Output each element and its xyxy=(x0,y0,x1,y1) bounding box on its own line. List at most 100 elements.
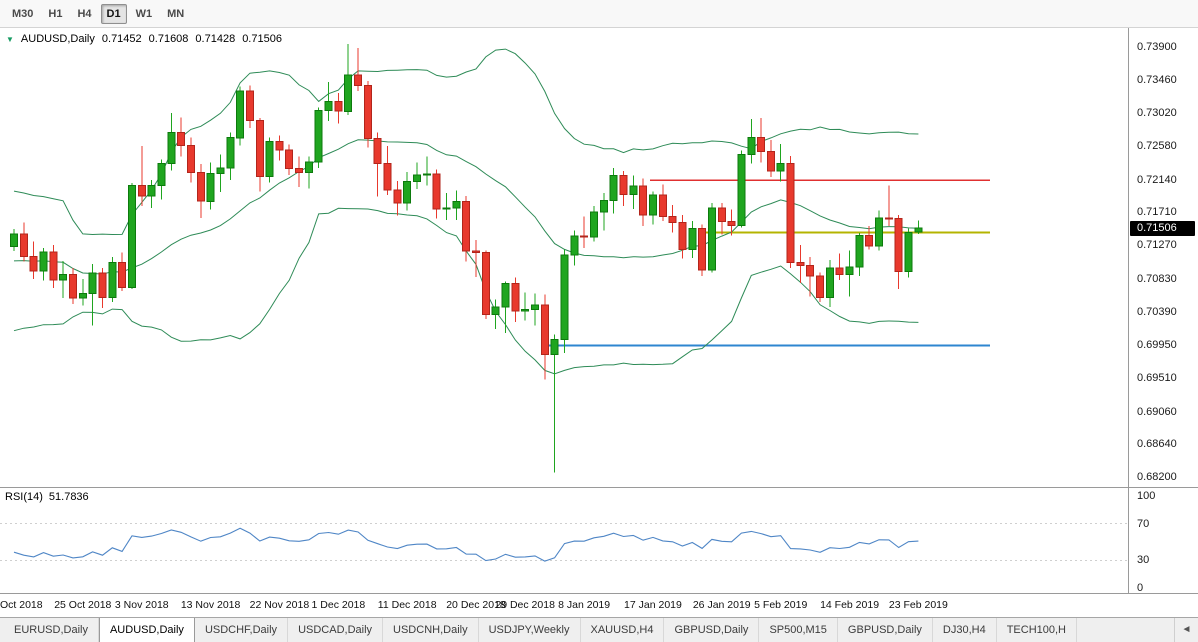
bearish-candle xyxy=(766,150,775,172)
bearish-candle xyxy=(786,162,795,263)
bullish-candle xyxy=(609,175,618,201)
bearish-candle xyxy=(137,184,146,197)
bearish-candle xyxy=(727,221,736,226)
bullish-candle xyxy=(10,233,18,248)
timeframe-button-h4[interactable]: H4 xyxy=(77,7,92,20)
chart-tab-usdchf-daily[interactable]: USDCHF,Daily xyxy=(195,618,289,642)
bearish-candle xyxy=(186,144,195,174)
timeframe-button-m30[interactable]: M30 xyxy=(12,7,34,20)
rsi-panel[interactable]: RSI(14) 51.7836 xyxy=(0,487,1128,593)
date-axis-label: 29 Dec 2018 xyxy=(495,599,555,611)
price-axis-label: 0.69060 xyxy=(1137,406,1177,419)
bullish-candle xyxy=(304,161,313,173)
chart-tab-audusd-daily[interactable]: AUDUSD,Daily xyxy=(98,618,195,642)
bullish-candle xyxy=(649,194,657,216)
bearish-candle xyxy=(884,217,893,220)
bullish-candle xyxy=(344,74,353,112)
bearish-candle xyxy=(118,262,127,288)
bullish-candle xyxy=(324,100,333,112)
chart-title: ▼ AUDUSD,Daily 0.71452 0.71608 0.71428 0… xyxy=(6,33,282,45)
bullish-candle xyxy=(128,184,136,288)
bearish-candle xyxy=(177,131,186,146)
chart-symbol-period: AUDUSD,Daily xyxy=(20,33,95,45)
timeframe-group: M30 H1 H4 D1 W1 MN xyxy=(6,3,190,24)
bearish-candle xyxy=(432,173,441,210)
bullish-candle xyxy=(737,153,746,226)
bullish-candle xyxy=(491,306,500,316)
chart-tab-dj30-h4[interactable]: DJ30,H4 xyxy=(933,618,997,642)
bearish-candle xyxy=(894,218,903,273)
date-axis-label: 25 Oct 2018 xyxy=(54,599,112,611)
chart-tab-sp500-m15[interactable]: SP500,M15 xyxy=(759,618,838,642)
price-axis-label: 0.70830 xyxy=(1137,272,1177,285)
bearish-candle xyxy=(511,283,520,312)
chart-tab-tech100-h[interactable]: TECH100,H xyxy=(997,618,1077,642)
bullish-candle xyxy=(403,181,412,204)
bullish-candle xyxy=(216,167,225,174)
date-axis-label: 22 Nov 2018 xyxy=(249,599,310,611)
rsi-current-value: 51.7836 xyxy=(48,491,89,503)
chart-tab-usdjpy-weekly[interactable]: USDJPY,Weekly xyxy=(479,618,581,642)
date-axis-label: 14 Feb 2019 xyxy=(820,599,880,611)
bullish-candle xyxy=(501,283,510,308)
price-axis-label: 0.70390 xyxy=(1137,305,1177,318)
bearish-candle xyxy=(363,85,372,139)
bullish-candle xyxy=(167,131,176,164)
price-axis-label: 0.73020 xyxy=(1137,107,1177,120)
timeframe-button-d1[interactable]: D1 xyxy=(100,3,127,24)
bollinger-middle-band xyxy=(13,139,919,275)
bearish-candle xyxy=(19,233,28,258)
bearish-candle xyxy=(668,215,677,223)
price-axis-label: 0.69510 xyxy=(1137,372,1177,385)
chart-tab-usdcad-daily[interactable]: USDCAD,Daily xyxy=(288,618,384,642)
timeframe-button-w1[interactable]: W1 xyxy=(135,7,153,20)
bearish-candle xyxy=(472,250,480,254)
bearish-candle xyxy=(757,137,766,152)
bullish-candle xyxy=(531,304,539,310)
bullish-candle xyxy=(629,185,638,195)
date-axis-label: 26 Jan 2019 xyxy=(692,599,751,611)
bullish-candle xyxy=(747,137,756,155)
bearish-candle xyxy=(462,200,471,252)
bullish-candle xyxy=(550,339,559,356)
bullish-candle xyxy=(157,162,166,186)
bullish-candle xyxy=(226,137,235,169)
rsi-line xyxy=(13,527,919,562)
rsi-axis-label: 30 xyxy=(1137,554,1150,567)
date-axis-label: 1 Dec 2018 xyxy=(311,599,366,611)
main-chart-panel[interactable]: ▼ AUDUSD,Daily 0.71452 0.71608 0.71428 0… xyxy=(0,28,1128,487)
chart-tab-xauusd-h4[interactable]: XAUUSD,H4 xyxy=(581,618,665,642)
bearish-candle xyxy=(196,172,205,202)
bullish-candle xyxy=(422,173,431,176)
date-axis-label: 20 Dec 2018 xyxy=(446,599,506,611)
price-axis-label: 0.71270 xyxy=(1137,239,1177,252)
candlestick-chart[interactable] xyxy=(0,28,1128,487)
chart-tab-eurusd-daily[interactable]: EURUSD,Daily xyxy=(4,618,99,642)
date-axis-label: 11 Dec 2018 xyxy=(377,599,437,611)
bullish-candle xyxy=(206,172,215,202)
timeframe-button-mn[interactable]: MN xyxy=(167,7,185,20)
bullish-candle xyxy=(904,231,913,273)
bearish-candle xyxy=(678,221,687,251)
chart-tab-usdcnh-daily[interactable]: USDCNH,Daily xyxy=(383,618,479,642)
date-axis-label: 5 Feb 2019 xyxy=(754,599,808,611)
tab-scroll-left-icon[interactable]: ◄ xyxy=(1174,618,1198,642)
timeframe-button-h1[interactable]: H1 xyxy=(48,7,63,20)
tab-strip: EURUSD,Daily AUDUSD,Daily USDCHF,Daily USDC… xyxy=(0,618,1198,642)
bearish-candle xyxy=(373,138,382,164)
chart-tab-gbpusd-daily[interactable]: GBPUSD,Daily xyxy=(838,618,933,642)
symbol-marker-icon: ▼ xyxy=(6,34,14,44)
bearish-candle xyxy=(334,100,343,112)
bullish-candle xyxy=(875,217,883,247)
chart-tab-gbpusd-daily[interactable]: GBPUSD,Daily xyxy=(664,618,760,642)
bullish-candle xyxy=(599,200,608,213)
bearish-candle xyxy=(98,272,107,298)
bearish-candle xyxy=(49,251,58,281)
price-axis[interactable]: 0.71506 0.73900 0.73460 0.73020 0.72580 0.72… xyxy=(1128,28,1198,487)
date-axis-label: 23 Feb 2019 xyxy=(888,599,948,611)
bullish-candle xyxy=(845,266,854,276)
bullish-candle xyxy=(570,235,579,256)
price-axis-label: 0.73900 xyxy=(1137,40,1177,53)
